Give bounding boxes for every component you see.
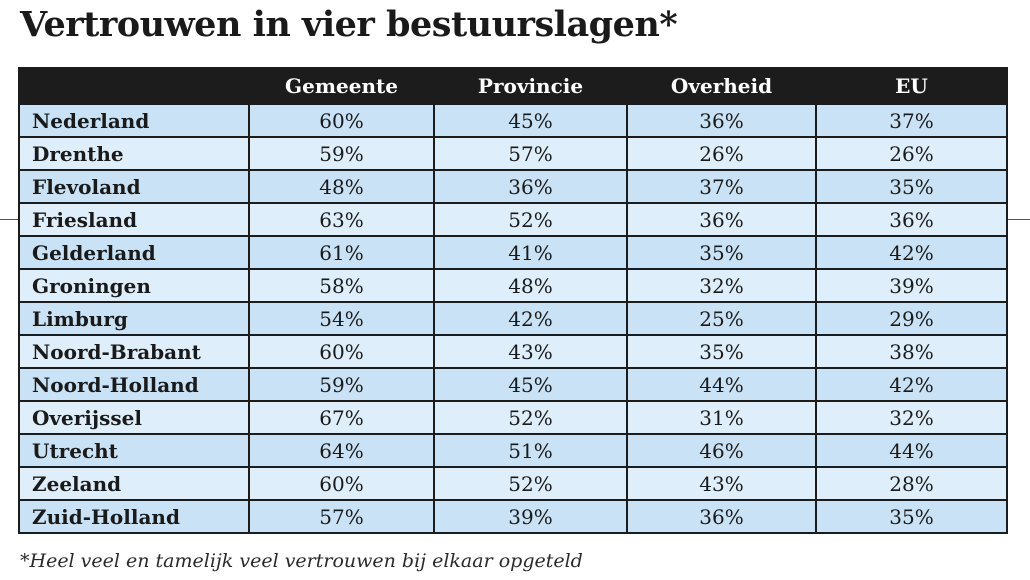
column-header-overheid: Overheid [626, 67, 817, 105]
table-row: Nederland 60% 45% 36% 37% [18, 103, 1008, 138]
cell-gemeente: 58% [248, 268, 435, 303]
table-row: Gelderland 61% 41% 35% 42% [18, 235, 1008, 270]
cell-provincie: 52% [433, 466, 628, 501]
cell-provincie: 41% [433, 235, 628, 270]
row-label: Flevoland [18, 169, 250, 204]
cell-provincie: 51% [433, 433, 628, 468]
cell-gemeente: 60% [248, 103, 435, 138]
cell-overheid: 46% [626, 433, 817, 468]
row-label: Friesland [18, 202, 250, 237]
cell-gemeente: 60% [248, 466, 435, 501]
cell-provincie: 45% [433, 367, 628, 402]
table-row: Zeeland 60% 52% 43% 28% [18, 466, 1008, 501]
cell-overheid: 37% [626, 169, 817, 204]
cell-overheid: 35% [626, 235, 817, 270]
right-rule-line [1006, 219, 1030, 220]
table-header-row: Gemeente Provincie Overheid EU [18, 67, 1008, 105]
cell-provincie: 36% [433, 169, 628, 204]
footnote: *Heel veel en tamelijk veel vertrouwen b… [20, 550, 583, 572]
cell-eu: 32% [815, 400, 1008, 435]
cell-eu: 26% [815, 136, 1008, 171]
cell-eu: 35% [815, 499, 1008, 534]
cell-gemeente: 64% [248, 433, 435, 468]
cell-gemeente: 54% [248, 301, 435, 336]
table-row: Drenthe 59% 57% 26% 26% [18, 136, 1008, 171]
row-label: Gelderland [18, 235, 250, 270]
cell-overheid: 36% [626, 202, 817, 237]
cell-provincie: 43% [433, 334, 628, 369]
cell-provincie: 52% [433, 202, 628, 237]
cell-overheid: 36% [626, 103, 817, 138]
cell-overheid: 31% [626, 400, 817, 435]
cell-gemeente: 61% [248, 235, 435, 270]
table-row: Noord-Brabant 60% 43% 35% 38% [18, 334, 1008, 369]
trust-table: Gemeente Provincie Overheid EU Nederland… [18, 67, 1008, 534]
table-row: Utrecht 64% 51% 46% 44% [18, 433, 1008, 468]
row-label: Utrecht [18, 433, 250, 468]
cell-provincie: 39% [433, 499, 628, 534]
cell-overheid: 25% [626, 301, 817, 336]
row-label: Drenthe [18, 136, 250, 171]
cell-overheid: 35% [626, 334, 817, 369]
header-corner [18, 67, 250, 105]
table-body: Nederland 60% 45% 36% 37% Drenthe 59% 57% 26% 26%… [18, 103, 1008, 534]
column-header-gemeente: Gemeente [248, 67, 435, 105]
row-label: Noord-Holland [18, 367, 250, 402]
cell-provincie: 52% [433, 400, 628, 435]
cell-overheid: 36% [626, 499, 817, 534]
cell-gemeente: 60% [248, 334, 435, 369]
cell-eu: 28% [815, 466, 1008, 501]
cell-eu: 44% [815, 433, 1008, 468]
table-row: Groningen 58% 48% 32% 39% [18, 268, 1008, 303]
row-label: Nederland [18, 103, 250, 138]
cell-gemeente: 48% [248, 169, 435, 204]
column-header-provincie: Provincie [433, 67, 628, 105]
column-header-eu: EU [815, 67, 1008, 105]
cell-overheid: 26% [626, 136, 817, 171]
row-label: Zeeland [18, 466, 250, 501]
cell-eu: 39% [815, 268, 1008, 303]
table-row: Noord-Holland 59% 45% 44% 42% [18, 367, 1008, 402]
cell-overheid: 44% [626, 367, 817, 402]
table-row: Limburg 54% 42% 25% 29% [18, 301, 1008, 336]
cell-overheid: 43% [626, 466, 817, 501]
cell-provincie: 48% [433, 268, 628, 303]
cell-eu: 42% [815, 235, 1008, 270]
cell-eu: 42% [815, 367, 1008, 402]
row-label: Groningen [18, 268, 250, 303]
cell-eu: 29% [815, 301, 1008, 336]
cell-eu: 38% [815, 334, 1008, 369]
cell-gemeente: 67% [248, 400, 435, 435]
chart-title: Vertrouwen in vier bestuurslagen* [20, 4, 678, 45]
cell-eu: 37% [815, 103, 1008, 138]
cell-gemeente: 59% [248, 136, 435, 171]
cell-gemeente: 63% [248, 202, 435, 237]
table-row: Friesland 63% 52% 36% 36% [18, 202, 1008, 237]
cell-overheid: 32% [626, 268, 817, 303]
cell-provincie: 42% [433, 301, 628, 336]
cell-gemeente: 59% [248, 367, 435, 402]
row-label: Limburg [18, 301, 250, 336]
table-row: Overijssel 67% 52% 31% 32% [18, 400, 1008, 435]
left-rule-line [0, 219, 18, 220]
cell-provincie: 57% [433, 136, 628, 171]
cell-eu: 35% [815, 169, 1008, 204]
table-row: Zuid-Holland 57% 39% 36% 35% [18, 499, 1008, 534]
row-label: Noord-Brabant [18, 334, 250, 369]
table-row: Flevoland 48% 36% 37% 35% [18, 169, 1008, 204]
cell-gemeente: 57% [248, 499, 435, 534]
row-label: Zuid-Holland [18, 499, 250, 534]
cell-provincie: 45% [433, 103, 628, 138]
cell-eu: 36% [815, 202, 1008, 237]
row-label: Overijssel [18, 400, 250, 435]
